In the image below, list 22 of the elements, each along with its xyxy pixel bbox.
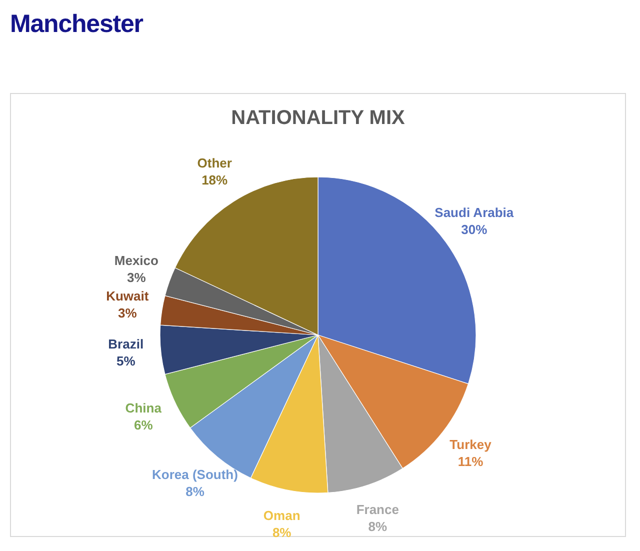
data-label: 6%	[134, 418, 154, 433]
slice-label: Oman	[263, 508, 300, 524]
data-label: 5%	[116, 354, 136, 369]
data-label: 3%	[127, 270, 146, 286]
data-label: 8%	[186, 484, 205, 500]
chart-title: Manchester	[10, 10, 143, 38]
data-label: 8%	[368, 519, 388, 534]
slice-label: Brazil	[108, 336, 144, 352]
data-label: 30%	[461, 222, 488, 238]
slice-label: China	[125, 400, 162, 416]
slice-label: Saudi Arabia	[434, 205, 514, 220]
slice-label: Other	[197, 156, 232, 171]
data-label: 8%	[272, 525, 292, 540]
data-label: 3%	[118, 305, 138, 320]
chart-subtitle: NATIONALITY MIX	[231, 107, 406, 129]
slice-label: France	[356, 502, 399, 518]
slice-label: Turkey	[450, 436, 492, 452]
slice-label: Kuwait	[106, 288, 150, 304]
slice-label: Korea (South)	[152, 467, 238, 482]
data-label: 11%	[458, 454, 484, 469]
slice-label: Mexico	[114, 253, 158, 268]
data-label: 18%	[202, 172, 228, 188]
